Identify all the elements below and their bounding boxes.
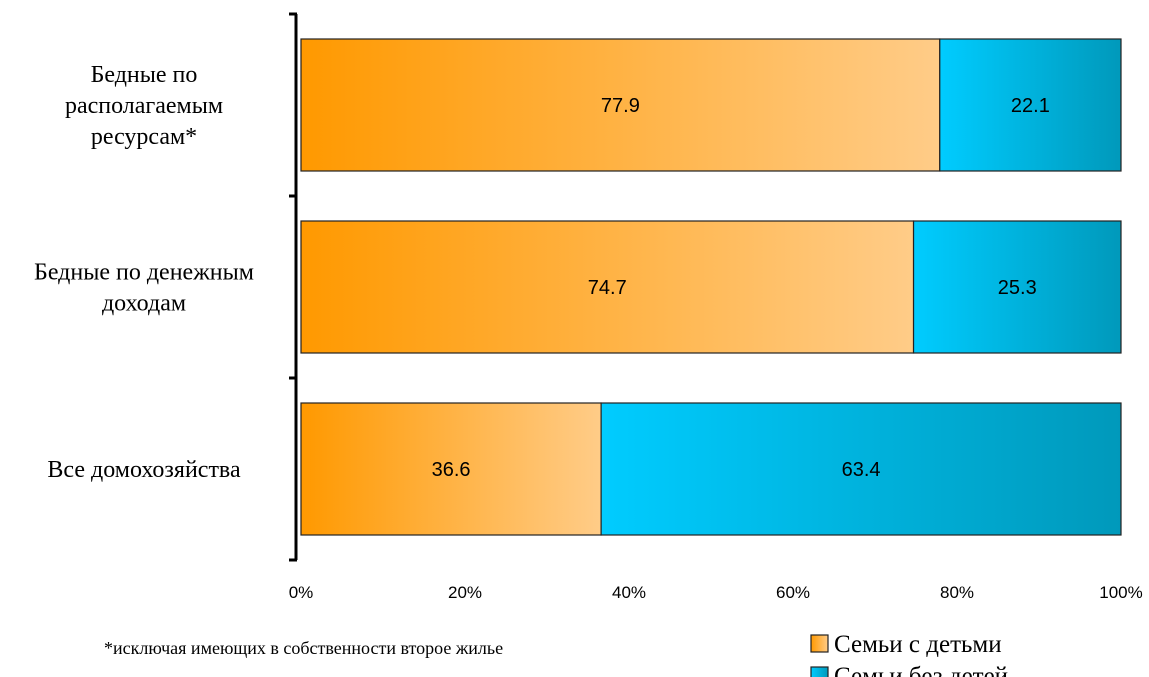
data-label-2-1: 63.4 <box>842 459 881 481</box>
data-label-0-1: 22.1 <box>1011 95 1050 117</box>
category-label-1-0: Бедные по денежным <box>34 260 254 286</box>
data-label-0-0: 77.9 <box>601 95 640 117</box>
legend: Семьи с детьми Семьи без детей <box>810 631 1008 677</box>
bar-2-0 <box>300 402 602 536</box>
x-tick-label: 80% <box>940 583 974 602</box>
category-label-0-1: располагаемым <box>65 93 223 119</box>
category-label-0-2: ресурсам* <box>91 124 197 150</box>
category-labels: Бедные по располагаемым ресурсам* Бедные по… <box>34 62 254 483</box>
x-tick-label: 40% <box>612 583 646 602</box>
bar-2-1 <box>600 402 1122 536</box>
legend-label-0: Семьи с детьми <box>834 631 1002 658</box>
bar-1-0 <box>300 220 915 354</box>
legend-swatch-1 <box>810 666 829 677</box>
x-tick-label: 0% <box>289 583 314 602</box>
x-tick-label: 20% <box>448 583 482 602</box>
legend-label-1: Семьи без детей <box>834 663 1008 677</box>
category-label-2-0: Все домохозяйства <box>47 457 241 483</box>
category-label-0-0: Бедные по <box>91 62 198 88</box>
bar-1-1 <box>912 220 1122 354</box>
y-axis <box>289 12 298 562</box>
x-tick-label: 100% <box>1099 583 1142 602</box>
data-label-2-0: 36.6 <box>432 459 471 481</box>
bars-group: 77.9 22.1 74.7 25.3 36.6 63.4 <box>300 38 1122 536</box>
footnote: *исключая имеющих в собственности второе… <box>104 638 503 658</box>
data-label-1-1: 25.3 <box>998 277 1037 299</box>
legend-swatch-0 <box>810 634 829 653</box>
x-tick-labels: 0% 20% 40% 60% 80% 100% <box>289 583 1143 602</box>
category-label-1-1: доходам <box>102 291 186 317</box>
bar-0-0 <box>300 38 941 172</box>
bar-0-1 <box>939 38 1122 172</box>
data-label-1-0: 74.7 <box>588 277 627 299</box>
x-tick-label: 60% <box>776 583 810 602</box>
